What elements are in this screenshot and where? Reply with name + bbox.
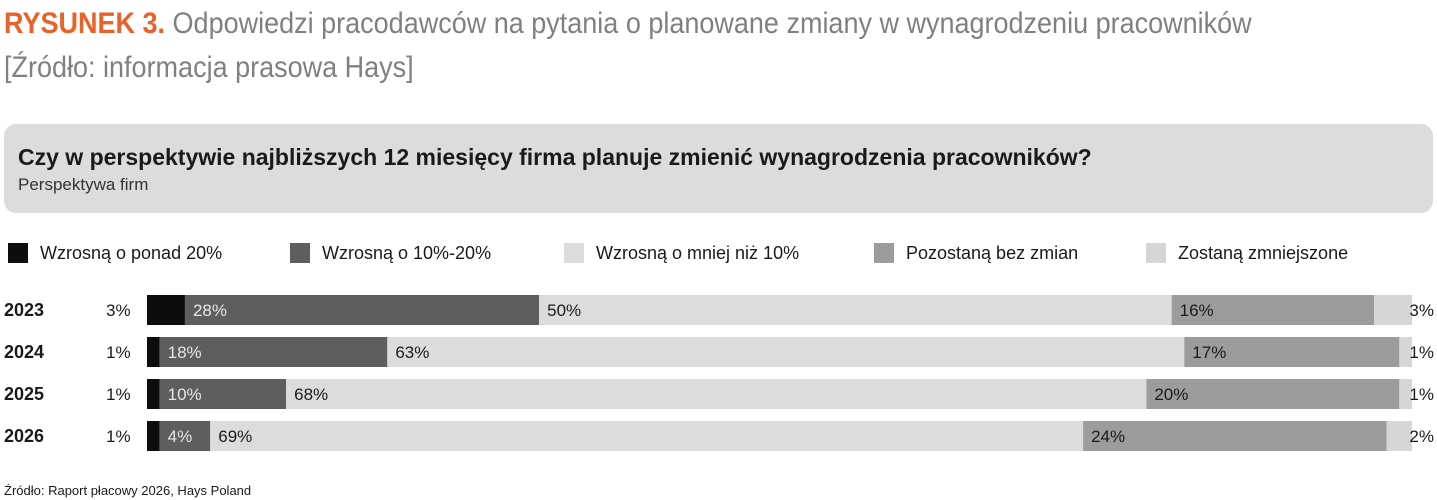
bar-segment [147,421,160,451]
data-label: 17% [1192,343,1226,362]
data-label: 4% [168,427,193,446]
bar-segment [1399,379,1412,409]
bar-segment [147,337,160,367]
data-label: 68% [294,385,328,404]
question-subtitle: Perspektywa firm [18,175,149,194]
data-label: 69% [218,427,252,446]
legend-swatch-icon [290,243,310,263]
data-label: 18% [168,343,202,362]
bar-segment [387,337,1185,367]
legend-item-10-20: Wzrosną o 10%-20% [290,240,491,266]
legend-item-under-10: Wzrosną o mniej niż 10% [564,240,799,266]
legend-label: Wzrosną o 10%-20% [322,242,492,263]
legend-swatch-icon [874,243,894,263]
data-label: 28% [193,301,227,320]
category-label: 2026 [4,426,44,446]
bar-segment [1083,421,1387,451]
bar-segment [1374,295,1412,325]
chart-legend: Wzrosną o ponad 20% Wzrosną o 10%-20% Wz… [8,240,1428,266]
figure-caption: RYSUNEK 3. Odpowiedzi pracodawców na pyt… [4,2,1282,90]
bar-segment [147,295,185,325]
bar-segment [1146,379,1400,409]
figure-label: RYSUNEK 3. [4,7,166,40]
data-label: 10% [168,385,202,404]
legend-swatch-icon [564,243,584,263]
data-label: 63% [395,343,429,362]
data-label: 1% [1409,343,1434,362]
legend-label: Wzrosną o ponad 20% [40,242,223,263]
legend-item-no-change: Pozostaną bez zmian [874,240,1078,266]
data-label: 3% [1409,301,1434,320]
bar-segment [539,295,1172,325]
legend-label: Pozostaną bez zmian [906,242,1079,263]
data-label: 16% [1180,301,1214,320]
bar-segment [147,379,160,409]
data-label: 1% [1409,385,1434,404]
bar-segment [159,337,388,367]
data-label: 2% [1409,427,1434,446]
legend-item-over-20: Wzrosną o ponad 20% [8,240,222,266]
data-label: 1% [106,343,131,362]
question-header: Czy w perspektywie najbliższych 12 miesi… [4,124,1433,213]
data-label: 24% [1091,427,1125,446]
category-label: 2023 [4,300,44,320]
legend-label: Zostaną zmniejszone [1178,242,1349,263]
bar-segment [159,421,211,451]
legend-label: Wzrosną o mniej niż 10% [596,242,800,263]
bar-segment [184,295,540,325]
bar-segment [210,421,1084,451]
legend-swatch-icon [8,243,28,263]
category-label: 2025 [4,384,44,404]
bar-segment [286,379,1147,409]
category-label: 2024 [4,342,44,362]
bar-segment [159,379,287,409]
figure-source-line: [Źródło: informacja prasowa Hays] [4,51,414,84]
source-note: Źródło: Raport płacowy 2026, Hays Poland [4,483,252,498]
bar-segment [1386,421,1412,451]
data-label: 50% [547,301,581,320]
question-title: Czy w perspektywie najbliższych 12 miesi… [18,144,1092,170]
legend-swatch-icon [1146,243,1166,263]
data-label: 3% [106,301,131,320]
data-label: 20% [1154,385,1188,404]
data-label: 1% [106,385,131,404]
stacked-bar-chart: 2023 3% 28% 50% 16% 3% 2024 1% 18% 63% 17% 1% 2025 1%… [4,295,1434,451]
bar-segment [1171,295,1375,325]
data-label: 1% [106,427,131,446]
bar-segment [1184,337,1400,367]
legend-item-decrease: Zostaną zmniejszone [1146,240,1348,266]
figure-title: Odpowiedzi pracodawców na pytania o plan… [172,7,1252,40]
bar-segment [1399,337,1412,367]
